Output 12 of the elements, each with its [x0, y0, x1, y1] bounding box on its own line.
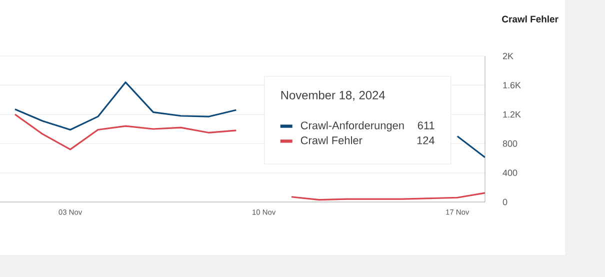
y-tick-label: 0: [502, 198, 508, 206]
annotation: November 18, 2024: [281, 90, 385, 101]
y-tick-label: 800: [502, 140, 518, 147]
y-tick-label: 2K: [502, 52, 514, 60]
y-tick-label: 1.6K: [503, 82, 521, 88]
annotation: 611: [418, 122, 434, 130]
text: Crawl Fehler: [502, 16, 558, 22]
y-tick-label: 400: [502, 170, 518, 176]
annotation: 124: [417, 136, 434, 144]
legend-label: Crawl Fehler: [300, 136, 362, 144]
y-tick-label: 1.2K: [503, 111, 521, 118]
legend-label: Crawl-Anforderungen: [300, 121, 404, 132]
